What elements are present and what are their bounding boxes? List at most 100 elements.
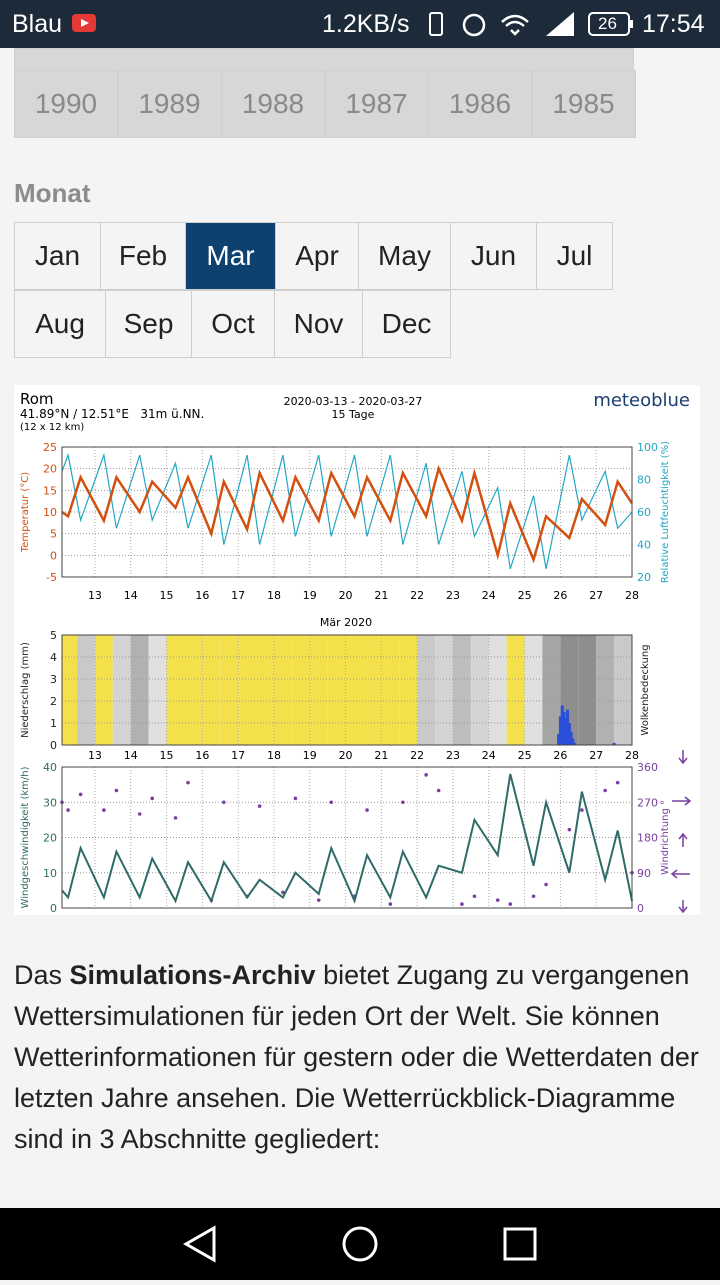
direction-icon <box>678 900 688 914</box>
wind-dir-dot <box>173 816 178 820</box>
cloud-band <box>578 635 597 745</box>
back-button[interactable] <box>182 1225 216 1263</box>
x-tick-label: 26 <box>553 589 567 602</box>
y-tick-label: 270 <box>637 796 658 809</box>
yt-icon <box>72 14 96 32</box>
year-cell[interactable]: 1990 <box>14 70 118 138</box>
x-tick-label: 24 <box>482 749 496 762</box>
recent-button[interactable] <box>503 1227 537 1261</box>
wind-dir-dot <box>567 827 572 832</box>
wind-dir-dot <box>66 808 70 812</box>
wind-dir-dot <box>78 792 83 797</box>
wind-dir-dot <box>544 882 548 887</box>
year-cell[interactable]: 1987 <box>324 70 429 138</box>
y-tick-label: 10 <box>43 867 57 880</box>
month-cell[interactable]: Apr <box>275 222 359 290</box>
month-cell[interactable]: Dec <box>362 290 451 358</box>
wind-dir-dot <box>531 894 536 899</box>
wind-dir-dot <box>257 804 262 808</box>
month-cell[interactable]: Mar <box>185 222 276 290</box>
wind-dir-dot <box>495 898 500 902</box>
axis-label: Windgeschwindigkeit (km/h) <box>20 766 31 908</box>
wind-dir-dot <box>508 902 513 906</box>
cloud-band <box>470 635 489 745</box>
year-row-partial <box>14 48 634 71</box>
month-cell[interactable]: Jul <box>536 222 613 290</box>
cloud-band <box>94 635 113 745</box>
precip-bar <box>571 738 575 745</box>
text: bietet Zugang zu vergangenen Wettersimul… <box>14 960 699 1154</box>
y-tick-label: 90 <box>637 867 651 880</box>
wind-dir-dot <box>615 780 620 785</box>
period: 2020-03-13 - 2020-03-27 <box>284 395 423 408</box>
cloud-band <box>220 635 239 745</box>
x-tick-label: 15 <box>160 749 174 762</box>
x-tick-label: 16 <box>195 749 209 762</box>
month-cell[interactable]: Feb <box>100 222 186 290</box>
month-cell[interactable]: Jan <box>14 222 101 290</box>
status-icons <box>429 12 574 37</box>
x-tick-label: 24 <box>482 589 496 602</box>
clock: 17:54 <box>642 10 705 38</box>
x-tick-label: 18 <box>267 749 281 762</box>
cloud-band <box>524 635 543 745</box>
y-tick-label: 25 <box>43 441 57 454</box>
carrier: Blau <box>12 10 63 38</box>
days: 15 Tage <box>332 408 375 421</box>
y-tick-label: 5 <box>50 629 57 642</box>
plot-frame <box>61 634 633 746</box>
cloud-band <box>506 635 525 745</box>
coords: 41.89°N / 12.51°E 31m ü.NN. <box>20 407 204 421</box>
cloud-band <box>309 635 328 745</box>
month-cell[interactable]: Oct <box>191 290 275 358</box>
wind-dir-dot <box>293 796 298 801</box>
precip-bar <box>566 709 570 745</box>
month-cell[interactable]: May <box>358 222 451 290</box>
direction-icon <box>678 750 688 765</box>
wind-dir-dot <box>316 898 321 902</box>
plot-frame <box>61 766 633 909</box>
battery-level: 26 <box>598 14 617 33</box>
x-tick-label: 14 <box>124 749 138 762</box>
cloud-band <box>130 635 149 745</box>
year-cell[interactable]: 1988 <box>221 70 325 138</box>
text: Das <box>14 960 70 990</box>
wind-dir-dot <box>150 796 155 801</box>
month-cell[interactable]: Aug <box>14 290 106 358</box>
month-caption: Mär 2020 <box>320 616 372 629</box>
wind-dir-dot <box>329 800 334 805</box>
home-button[interactable] <box>342 1226 378 1262</box>
wind-dir-dot <box>580 808 584 812</box>
wind-dir-dot <box>102 808 106 812</box>
wind-dir-dot <box>401 800 405 805</box>
cloud-band <box>488 635 507 745</box>
x-tick-label: 25 <box>518 589 532 602</box>
y-tick-label: 20 <box>43 463 57 476</box>
cloud-band <box>614 635 632 745</box>
year-cell[interactable]: 1989 <box>117 70 222 138</box>
wind-dir-dot <box>365 808 369 812</box>
grid-size: (12 x 12 km) <box>20 422 84 433</box>
x-tick-label: 19 <box>303 749 317 762</box>
x-tick-label: 27 <box>589 589 603 602</box>
cloud-band <box>399 635 418 745</box>
year-cell[interactable]: 1985 <box>531 70 636 138</box>
wind-dir-dot <box>436 788 441 793</box>
year-cell[interactable]: 1986 <box>428 70 532 138</box>
cloud-band <box>435 635 453 745</box>
month-cell[interactable]: Nov <box>274 290 363 358</box>
month-cell[interactable]: Sep <box>105 290 192 358</box>
plot-frame <box>61 446 633 578</box>
direction-icon <box>672 796 692 806</box>
meteogram: Rom 41.89°N / 12.51°E 31m ü.NN. (12 x 12… <box>14 385 700 915</box>
y-tick-label: 40 <box>43 761 57 774</box>
y-tick-label: 20 <box>43 832 57 845</box>
x-tick-label: 21 <box>374 749 388 762</box>
y-tick-label: 360 <box>637 761 658 774</box>
x-tick-label: 21 <box>374 589 388 602</box>
x-tick-label: 15 <box>160 589 174 602</box>
x-tick-label: 27 <box>589 749 603 762</box>
cloud-band <box>542 635 561 745</box>
month-cell[interactable]: Jun <box>450 222 537 290</box>
